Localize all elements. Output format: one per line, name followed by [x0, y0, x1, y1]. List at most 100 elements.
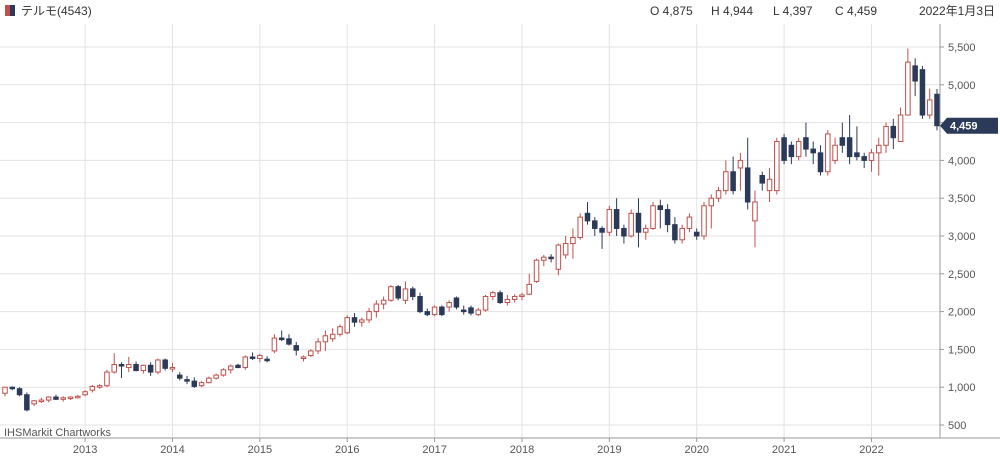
candle-body	[89, 385, 96, 391]
x-tick-label: 2014	[160, 444, 184, 456]
candle-body	[417, 295, 423, 313]
candle-body	[606, 209, 613, 233]
candle	[242, 355, 249, 370]
x-tick-label: 2019	[597, 444, 621, 456]
candle-body	[96, 385, 103, 388]
candle	[817, 145, 824, 176]
candle	[606, 205, 613, 236]
candle	[482, 294, 489, 312]
candle	[118, 362, 125, 379]
y-tick-label: 3,000	[948, 231, 976, 243]
candle-body	[774, 141, 780, 192]
candle-body	[9, 386, 16, 390]
candle-body	[708, 197, 715, 207]
candle-body	[803, 137, 809, 150]
candle	[126, 356, 132, 373]
symbol-label: テルモ(4543)	[21, 4, 92, 18]
candle-body	[766, 178, 773, 192]
candle-body	[140, 364, 147, 372]
candle	[24, 392, 30, 412]
candle-body	[213, 374, 219, 379]
candle-body	[155, 359, 161, 373]
candle-body	[628, 212, 634, 237]
candle-body	[329, 333, 336, 340]
candle	[562, 236, 569, 259]
candle	[147, 362, 154, 376]
candle	[359, 317, 365, 327]
symbol-swatch-up	[5, 5, 10, 16]
candle-body	[570, 237, 576, 245]
candle	[53, 394, 59, 401]
y-tick-label: 1,500	[948, 344, 976, 356]
last-price-tag-label: 4,459	[950, 121, 978, 133]
candle	[249, 352, 256, 360]
candle-body	[875, 144, 882, 154]
candle	[912, 58, 918, 97]
candle	[599, 226, 605, 249]
candle-body	[300, 356, 307, 359]
candle-body	[191, 380, 198, 387]
candle-body	[395, 286, 401, 299]
candle	[497, 290, 503, 305]
candle	[475, 307, 482, 317]
candle-body	[373, 303, 380, 313]
candle-body	[82, 391, 88, 396]
candle	[788, 141, 795, 165]
candle	[315, 338, 321, 354]
candle-body	[832, 144, 838, 161]
candle	[693, 228, 700, 240]
candle	[439, 305, 445, 317]
candle-body	[337, 326, 343, 335]
candle-body	[446, 302, 452, 308]
candle-body	[650, 205, 656, 229]
candle-body	[24, 394, 30, 411]
last-price-tag: 4,459	[940, 117, 998, 134]
candle	[300, 355, 307, 362]
candle-body	[45, 396, 52, 401]
candle-body	[919, 69, 926, 116]
candle	[846, 115, 853, 165]
candle	[897, 107, 904, 142]
candle	[934, 89, 940, 131]
x-tick-label: 2022	[859, 444, 883, 456]
candle	[926, 88, 933, 119]
candle	[198, 381, 205, 388]
candle-body	[439, 306, 445, 316]
candle	[373, 300, 380, 318]
candle-body	[16, 388, 23, 396]
candle	[679, 224, 685, 244]
candle-body	[176, 374, 183, 379]
candle	[533, 258, 540, 283]
candle-body	[424, 311, 431, 316]
candle	[504, 294, 511, 306]
candle-body	[825, 133, 831, 173]
candle	[220, 368, 227, 377]
candle-body	[490, 292, 496, 297]
candle-body	[905, 61, 911, 116]
candle	[861, 152, 867, 168]
candle	[686, 213, 693, 233]
candle	[781, 133, 787, 165]
candle	[337, 324, 343, 337]
candle	[555, 243, 562, 276]
candle-body	[781, 137, 787, 161]
candle-body	[723, 171, 729, 192]
candle	[213, 373, 219, 380]
y-tick-label: 5,000	[948, 80, 976, 92]
candle	[453, 296, 460, 310]
candle-body	[308, 350, 314, 356]
candle	[82, 390, 88, 397]
x-axis-ticks: 2013 2014 2015 2016 2017 2018 2019 2020 2021 2022	[73, 438, 884, 456]
candle-body	[293, 345, 300, 351]
candle	[162, 358, 168, 371]
candle-body	[555, 244, 562, 270]
candle-body	[344, 317, 350, 334]
x-tick-label: 2015	[248, 444, 272, 456]
candle	[839, 122, 846, 153]
candle-body	[635, 212, 642, 233]
candle-body	[759, 175, 766, 184]
candle	[723, 160, 729, 195]
candle	[664, 204, 671, 233]
y-tick-label: 2,500	[948, 269, 976, 281]
